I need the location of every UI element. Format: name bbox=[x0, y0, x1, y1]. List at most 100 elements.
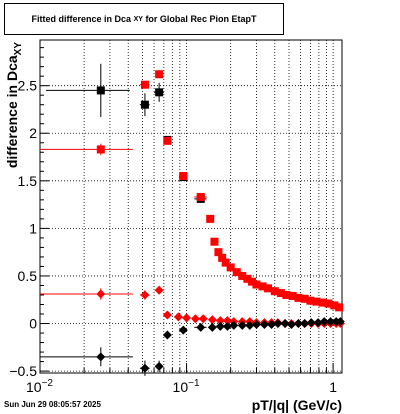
data-point-square bbox=[226, 263, 235, 272]
data-point-square bbox=[163, 136, 172, 145]
y-tick-label: 2.5 bbox=[18, 78, 38, 94]
x-tick-label: 10−2 bbox=[26, 378, 53, 395]
x-axis-label-text: pT/|q| (GeV/c) bbox=[252, 397, 342, 413]
data-point-square bbox=[232, 268, 241, 277]
data-point-diamond bbox=[173, 312, 183, 322]
data-point-diamond bbox=[207, 315, 217, 325]
data-point-diamond bbox=[140, 363, 150, 373]
data-point-diamond bbox=[162, 310, 172, 320]
data-point-square bbox=[155, 70, 164, 79]
y-axis-label-text: difference in Dca bbox=[4, 55, 20, 168]
y-tick-label: 0.5 bbox=[18, 268, 38, 284]
data-point-diamond bbox=[207, 322, 217, 332]
data-point-diamond bbox=[273, 319, 283, 329]
data-point-square bbox=[96, 86, 105, 95]
data-point-diamond bbox=[96, 289, 106, 299]
data-point-square bbox=[210, 237, 219, 246]
data-point-diamond bbox=[198, 314, 208, 324]
data-point-diamond bbox=[96, 352, 106, 362]
y-tick-label: 1 bbox=[29, 220, 37, 236]
data-point-square bbox=[258, 282, 267, 291]
data-point-square bbox=[238, 271, 247, 280]
x-tick-label: 10−1 bbox=[173, 378, 200, 395]
x-tick-label-base: 10 bbox=[173, 379, 189, 395]
data-point-square bbox=[218, 253, 227, 262]
data-point-diamond bbox=[222, 321, 232, 331]
data-point-square bbox=[243, 274, 252, 283]
data-point-square bbox=[288, 291, 297, 300]
chart-title-suffix: for Global Rec Pion EtapT bbox=[145, 14, 257, 24]
data-point-diamond bbox=[267, 319, 277, 329]
data-point-diamond bbox=[300, 319, 310, 329]
data-point-diamond bbox=[162, 330, 172, 340]
data-point-diamond bbox=[251, 319, 261, 329]
x-tick-label-exponent: −2 bbox=[42, 378, 54, 389]
data-point-square bbox=[324, 299, 333, 308]
x-tick-label-exponent: −1 bbox=[188, 378, 200, 389]
data-layer bbox=[40, 63, 345, 376]
axis-labels: pT/|q| (GeV/c) difference in DcaXY bbox=[4, 42, 342, 413]
data-point-diamond bbox=[293, 319, 303, 329]
y-axis-label: difference in DcaXY bbox=[4, 42, 24, 168]
data-point-diamond bbox=[196, 322, 206, 332]
data-point-diamond bbox=[229, 320, 239, 330]
data-point-square bbox=[294, 293, 303, 302]
data-point-square bbox=[270, 287, 279, 296]
data-point-diamond bbox=[182, 313, 192, 323]
data-point-diamond bbox=[222, 316, 232, 326]
data-point-diamond bbox=[259, 319, 269, 329]
data-point-square bbox=[276, 289, 285, 298]
data-point-diamond bbox=[154, 285, 164, 295]
y-tick-label: 1.5 bbox=[18, 173, 38, 189]
y-tick-label: 2 bbox=[29, 125, 37, 141]
data-point-diamond bbox=[313, 318, 323, 328]
x-axis-label: pT/|q| (GeV/c) bbox=[252, 397, 342, 413]
data-point-square bbox=[318, 298, 327, 307]
y-tick-label: −0.5 bbox=[9, 363, 37, 379]
data-point-square bbox=[155, 88, 164, 97]
chart-title-box: Fitted difference in Dca XY for Global R… bbox=[4, 3, 284, 35]
data-point-diamond bbox=[245, 320, 255, 330]
data-point-diamond bbox=[237, 320, 247, 330]
data-point-diamond bbox=[215, 316, 225, 326]
data-point-square bbox=[300, 294, 309, 303]
plot-frame bbox=[39, 39, 343, 374]
data-point-diamond bbox=[326, 317, 336, 327]
y-tick-label: 0 bbox=[29, 316, 37, 332]
axes: −0.500.511.522.510−2 10−1 1 bbox=[9, 39, 343, 395]
data-point-square bbox=[282, 290, 291, 299]
data-point-square bbox=[206, 214, 215, 223]
date-stamp: Sun Jun 29 08:05:57 2025 bbox=[4, 400, 101, 409]
data-point-diamond bbox=[286, 319, 296, 329]
data-point-square bbox=[221, 258, 230, 267]
data-point-square bbox=[248, 277, 257, 286]
x-tick-label-base: 1 bbox=[329, 379, 337, 395]
data-point-square bbox=[252, 280, 261, 289]
data-point-diamond bbox=[215, 321, 225, 331]
data-point-square bbox=[140, 80, 149, 89]
data-point-square bbox=[214, 248, 223, 257]
x-tick-label-base: 10 bbox=[26, 379, 42, 395]
data-point-square bbox=[312, 297, 321, 306]
data-point-diamond bbox=[306, 318, 316, 328]
data-point-diamond bbox=[280, 319, 290, 329]
data-point-diamond bbox=[335, 317, 345, 327]
data-point-square bbox=[96, 145, 105, 154]
chart-title-subscript: XY bbox=[133, 15, 143, 23]
chart-title: Fitted difference in Dca bbox=[31, 14, 132, 24]
x-tick-label: 1 bbox=[329, 379, 337, 395]
data-point-diamond bbox=[319, 317, 329, 327]
data-point-square bbox=[179, 172, 188, 181]
data-point-square bbox=[306, 296, 315, 305]
data-point-diamond bbox=[154, 361, 164, 371]
data-point-square bbox=[264, 284, 273, 293]
data-point-diamond bbox=[190, 314, 200, 324]
data-point-square bbox=[330, 301, 339, 310]
data-point-diamond bbox=[140, 290, 150, 300]
grid-lines bbox=[39, 40, 342, 373]
data-point-square bbox=[196, 192, 205, 201]
data-point-square bbox=[140, 100, 149, 109]
data-point-square bbox=[335, 303, 344, 312]
y-axis-label-subscript: XY bbox=[13, 42, 24, 56]
